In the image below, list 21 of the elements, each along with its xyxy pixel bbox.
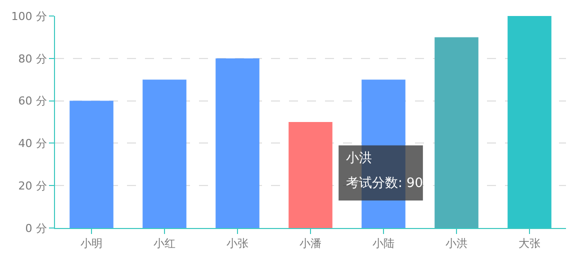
bar	[142, 80, 186, 228]
annotation: 考试分数: 90	[346, 176, 424, 191]
y-tick-label: 20 分	[18, 179, 47, 192]
bar	[70, 100, 114, 228]
x-tick-label: 小陆	[372, 237, 394, 250]
y-tick-label: 60 分	[18, 94, 47, 108]
bar	[508, 16, 552, 228]
x-tick-label: 小红	[154, 237, 176, 250]
x-tick-label: 大张	[518, 237, 540, 250]
x-tick-label: 小明	[80, 237, 102, 250]
bar	[434, 37, 478, 228]
annotation: 小洪	[346, 151, 372, 166]
x-tick-label: 小洪	[446, 237, 468, 250]
y-tick-label: 80 分	[18, 52, 47, 66]
x-tick-label: 小潘	[300, 237, 322, 250]
y-tick-label: 0 分	[25, 222, 47, 235]
y-tick-label: 40 分	[18, 137, 47, 150]
bar	[216, 58, 260, 228]
y-tick-label: 100 分	[11, 10, 47, 23]
bar	[288, 122, 332, 228]
x-tick-label: 小张	[226, 237, 248, 250]
